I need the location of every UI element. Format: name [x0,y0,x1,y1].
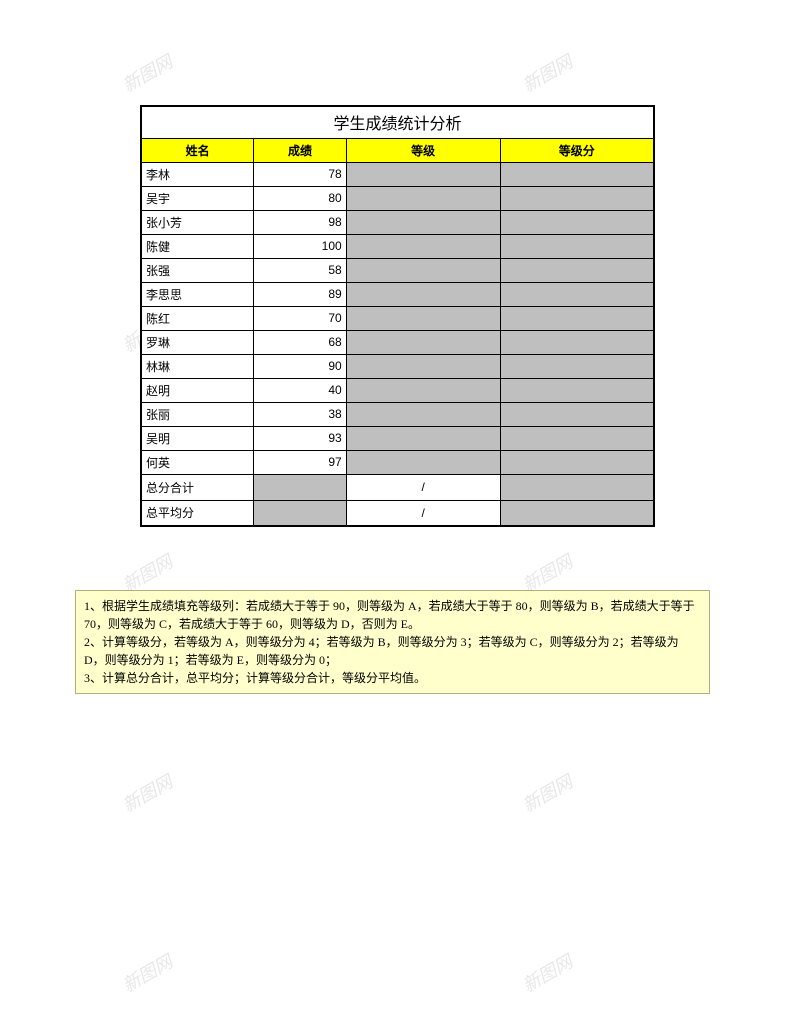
cell-gradepoint [500,210,654,234]
cell-grade [346,186,500,210]
cell-score: 58 [254,258,346,282]
cell-gradepoint [500,378,654,402]
watermark: 新图网 [517,948,577,998]
instruction-line-3: 3、计算总分合计，总平均分；计算等级分合计，等级分平均值。 [84,669,701,687]
cell-score: 97 [254,450,346,474]
cell-name: 陈红 [141,306,254,330]
summary-row-average: 总平均分 / [141,500,654,526]
cell-score: 68 [254,330,346,354]
cell-grade [346,258,500,282]
cell-score: 70 [254,306,346,330]
summary-gradepoint [500,500,654,526]
cell-grade [346,378,500,402]
summary-label: 总平均分 [141,500,254,526]
cell-grade [346,330,500,354]
cell-grade [346,162,500,186]
cell-name: 吴宇 [141,186,254,210]
header-grade: 等级 [346,138,500,162]
cell-score: 93 [254,426,346,450]
cell-grade [346,450,500,474]
cell-grade [346,234,500,258]
cell-score: 80 [254,186,346,210]
cell-name: 张小芳 [141,210,254,234]
instruction-line-1: 1、根据学生成绩填充等级列：若成绩大于等于 90，则等级为 A，若成绩大于等于 … [84,597,701,633]
table-header-row: 姓名 成绩 等级 等级分 [141,138,654,162]
header-name: 姓名 [141,138,254,162]
cell-grade [346,402,500,426]
table-row: 陈健100 [141,234,654,258]
table-row: 张小芳98 [141,210,654,234]
table-row: 张丽38 [141,402,654,426]
summary-score [254,500,346,526]
cell-score: 98 [254,210,346,234]
cell-name: 罗琳 [141,330,254,354]
table-title-row: 学生成绩统计分析 [141,106,654,138]
summary-score [254,474,346,500]
cell-name: 李思思 [141,282,254,306]
cell-grade [346,306,500,330]
watermark: 新图网 [517,48,577,98]
cell-score: 78 [254,162,346,186]
table-row: 林琳90 [141,354,654,378]
cell-gradepoint [500,234,654,258]
table-row: 何英97 [141,450,654,474]
cell-gradepoint [500,162,654,186]
cell-name: 陈健 [141,234,254,258]
cell-grade [346,210,500,234]
cell-gradepoint [500,258,654,282]
table-row: 李思思89 [141,282,654,306]
cell-name: 吴明 [141,426,254,450]
cell-gradepoint [500,402,654,426]
summary-grade: / [346,474,500,500]
table-row: 陈红70 [141,306,654,330]
table-row: 赵明40 [141,378,654,402]
table-row: 张强58 [141,258,654,282]
cell-gradepoint [500,186,654,210]
cell-grade [346,354,500,378]
cell-score: 38 [254,402,346,426]
cell-gradepoint [500,426,654,450]
table-row: 吴明93 [141,426,654,450]
instruction-line-2: 2、计算等级分，若等级为 A，则等级分为 4；若等级为 B，则等级分为 3；若等… [84,633,701,669]
summary-gradepoint [500,474,654,500]
cell-grade [346,426,500,450]
summary-label: 总分合计 [141,474,254,500]
watermark: 新图网 [117,948,177,998]
table-row: 李林78 [141,162,654,186]
instructions-box: 1、根据学生成绩填充等级列：若成绩大于等于 90，则等级为 A，若成绩大于等于 … [75,590,710,694]
summary-grade: / [346,500,500,526]
cell-gradepoint [500,354,654,378]
watermark: 新图网 [117,768,177,818]
cell-gradepoint [500,282,654,306]
cell-name: 张强 [141,258,254,282]
table-title: 学生成绩统计分析 [141,106,654,138]
cell-score: 90 [254,354,346,378]
header-gradepoint: 等级分 [500,138,654,162]
cell-score: 89 [254,282,346,306]
grade-table: 学生成绩统计分析 姓名 成绩 等级 等级分 李林78 吴宇80 张小芳98 陈健… [140,105,655,527]
watermark: 新图网 [117,48,177,98]
cell-name: 李林 [141,162,254,186]
cell-name: 赵明 [141,378,254,402]
table-row: 罗琳68 [141,330,654,354]
cell-gradepoint [500,450,654,474]
cell-score: 40 [254,378,346,402]
cell-grade [346,282,500,306]
cell-score: 100 [254,234,346,258]
summary-row-total: 总分合计 / [141,474,654,500]
cell-name: 林琳 [141,354,254,378]
watermark: 新图网 [517,768,577,818]
table-row: 吴宇80 [141,186,654,210]
cell-name: 何英 [141,450,254,474]
cell-gradepoint [500,330,654,354]
cell-name: 张丽 [141,402,254,426]
header-score: 成绩 [254,138,346,162]
grade-table-container: 学生成绩统计分析 姓名 成绩 等级 等级分 李林78 吴宇80 张小芳98 陈健… [140,105,655,527]
cell-gradepoint [500,306,654,330]
